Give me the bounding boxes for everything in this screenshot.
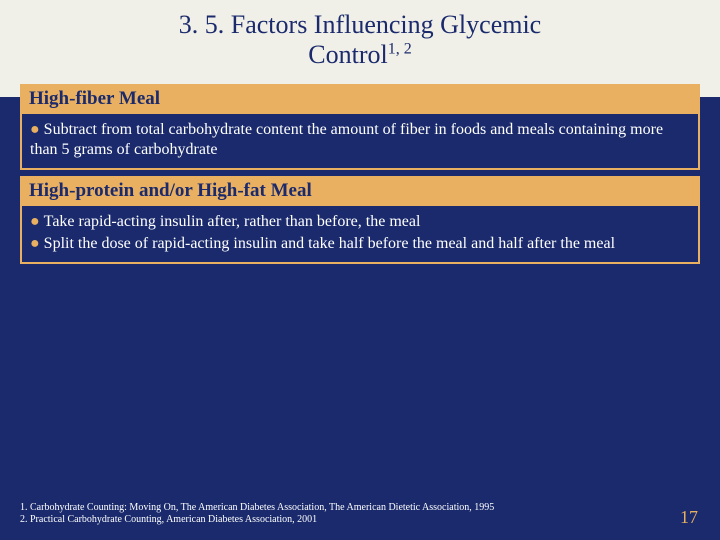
bullet-icon: ●: [30, 235, 40, 252]
bullet-item: ●Split the dose of rapid-acting insulin …: [30, 234, 690, 254]
section-body: ●Subtract from total carbohydrate conten…: [20, 114, 700, 170]
title-line-2: Control1, 2: [40, 40, 680, 70]
section-body: ●Take rapid-acting insulin after, rather…: [20, 206, 700, 264]
section-high-fiber: High-fiber Meal ●Subtract from total car…: [20, 84, 700, 170]
footnote-2: 2. Practical Carbohydrate Counting, Amer…: [20, 514, 494, 526]
bullet-icon: ●: [30, 121, 40, 138]
section-header: High-fiber Meal: [20, 84, 700, 114]
page-number: 17: [680, 507, 698, 528]
bullet-item: ●Subtract from total carbohydrate conten…: [30, 120, 690, 160]
title-line-1: 3. 5. Factors Influencing Glycemic: [40, 10, 680, 40]
footnote-1: 1. Carbohydrate Counting: Moving On, The…: [20, 502, 494, 514]
bullet-text: Take rapid-acting insulin after, rather …: [44, 213, 421, 230]
bullet-text: Split the dose of rapid-acting insulin a…: [44, 235, 615, 252]
title-superscript: 1, 2: [388, 40, 412, 57]
title-prefix: Control: [308, 40, 387, 69]
section-high-protein-fat: High-protein and/or High-fat Meal ●Take …: [20, 176, 700, 264]
footnotes: 1. Carbohydrate Counting: Moving On, The…: [20, 502, 494, 526]
bullet-item: ●Take rapid-acting insulin after, rather…: [30, 212, 690, 232]
section-header: High-protein and/or High-fat Meal: [20, 176, 700, 206]
bullet-text: Subtract from total carbohydrate content…: [30, 121, 663, 158]
bullet-icon: ●: [30, 213, 40, 230]
slide-title: 3. 5. Factors Influencing Glycemic Contr…: [0, 0, 720, 78]
